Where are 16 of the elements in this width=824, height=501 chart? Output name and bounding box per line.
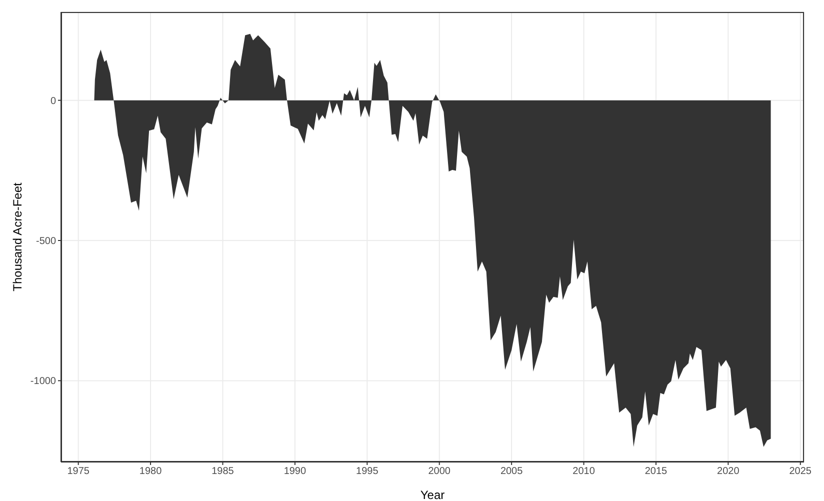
- x-axis-title: Year: [420, 488, 445, 501]
- x-tick-label: 2005: [500, 466, 524, 478]
- x-tick-label: 1995: [356, 466, 379, 478]
- y-axis-title: Thousand Acre-Feet: [10, 182, 24, 292]
- x-tick-label: 2015: [644, 466, 668, 478]
- x-tick-label: 1990: [284, 466, 307, 478]
- x-tick-label: 1985: [212, 466, 234, 478]
- x-tick-label: 1980: [139, 466, 162, 478]
- x-tick-label: 2020: [717, 466, 740, 478]
- y-tick-label: -500: [36, 236, 56, 248]
- y-tick-label: -1000: [30, 376, 56, 388]
- x-tick-label: 2000: [428, 466, 451, 478]
- y-tick-label: 0: [50, 96, 56, 107]
- x-tick-label: 2025: [789, 466, 812, 478]
- x-tick-label: 2010: [572, 466, 596, 478]
- x-tick-label: 1975: [67, 466, 90, 478]
